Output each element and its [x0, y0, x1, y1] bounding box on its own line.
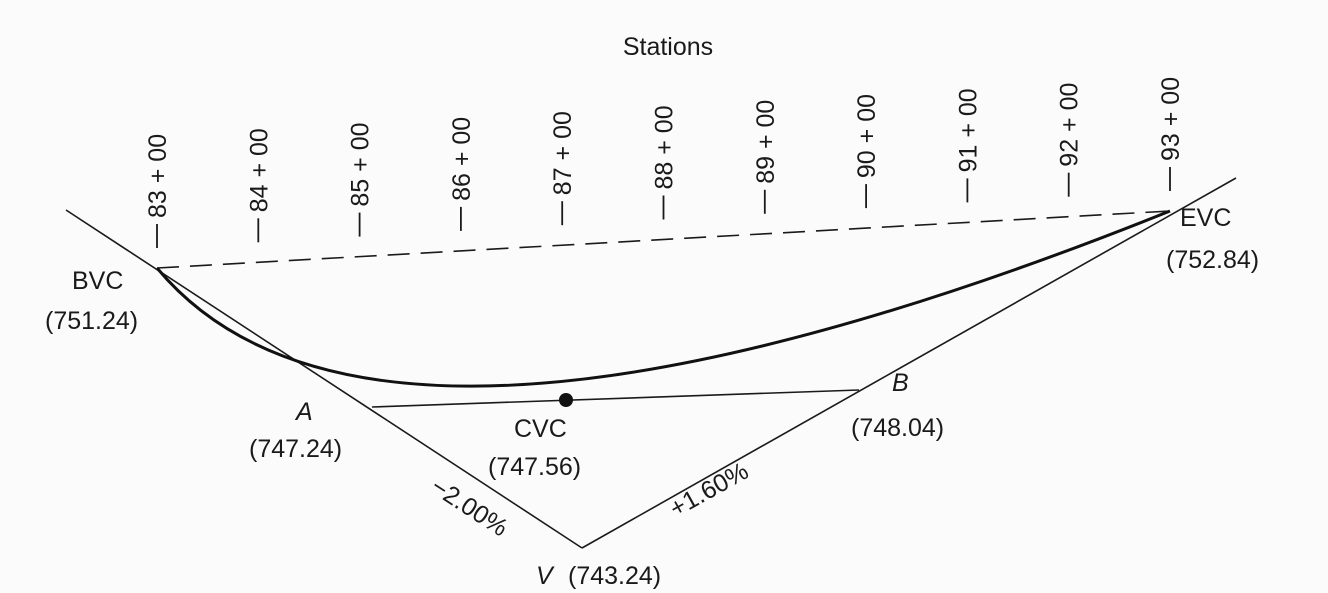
forward-grade-label: +1.60% [665, 457, 753, 523]
station-label: 84 + 00 [245, 128, 273, 212]
station-label: 85 + 00 [347, 122, 375, 206]
cvc-point-marker [559, 393, 573, 407]
cvc-label: CVC [514, 415, 567, 443]
evc-elevation: (752.84) [1166, 246, 1259, 274]
back-tangent-grade-line [65, 209, 583, 549]
forward-tangent-grade-line [581, 177, 1237, 549]
bvc-evc-chord [156, 210, 1171, 269]
station-label: 87 + 00 [549, 111, 577, 195]
station-label: 88 + 00 [651, 105, 679, 189]
station-label: 90 + 00 [853, 94, 881, 178]
point-v-elevation: (743.24) [568, 562, 661, 590]
station-label: 89 + 00 [752, 100, 780, 184]
point-a-elevation: (747.24) [249, 435, 342, 463]
tangent-line-ab [371, 389, 860, 408]
evc-label: EVC [1180, 204, 1231, 232]
station-label: 92 + 00 [1056, 83, 1084, 167]
point-v-label: V [536, 562, 555, 590]
station-markers: 83 + 00 84 + 00 85 + 00 86 + 00 87 + 00 88 + … [144, 77, 1185, 248]
cvc-elevation: (747.56) [488, 453, 581, 481]
vertical-curve [155, 209, 1171, 388]
station-label: 86 + 00 [448, 117, 476, 201]
point-a-label: A [294, 398, 313, 426]
back-grade-label: −2.00% [426, 472, 513, 542]
station-label: 91 + 00 [954, 88, 982, 172]
bvc-label: BVC [72, 267, 123, 295]
station-label: 93 + 00 [1157, 77, 1185, 161]
bvc-elevation: (751.24) [45, 307, 138, 335]
stations-title: Stations [623, 33, 713, 61]
point-b-elevation: (748.04) [851, 414, 944, 442]
point-b-label: B [892, 369, 909, 397]
station-label: 83 + 00 [144, 134, 172, 218]
